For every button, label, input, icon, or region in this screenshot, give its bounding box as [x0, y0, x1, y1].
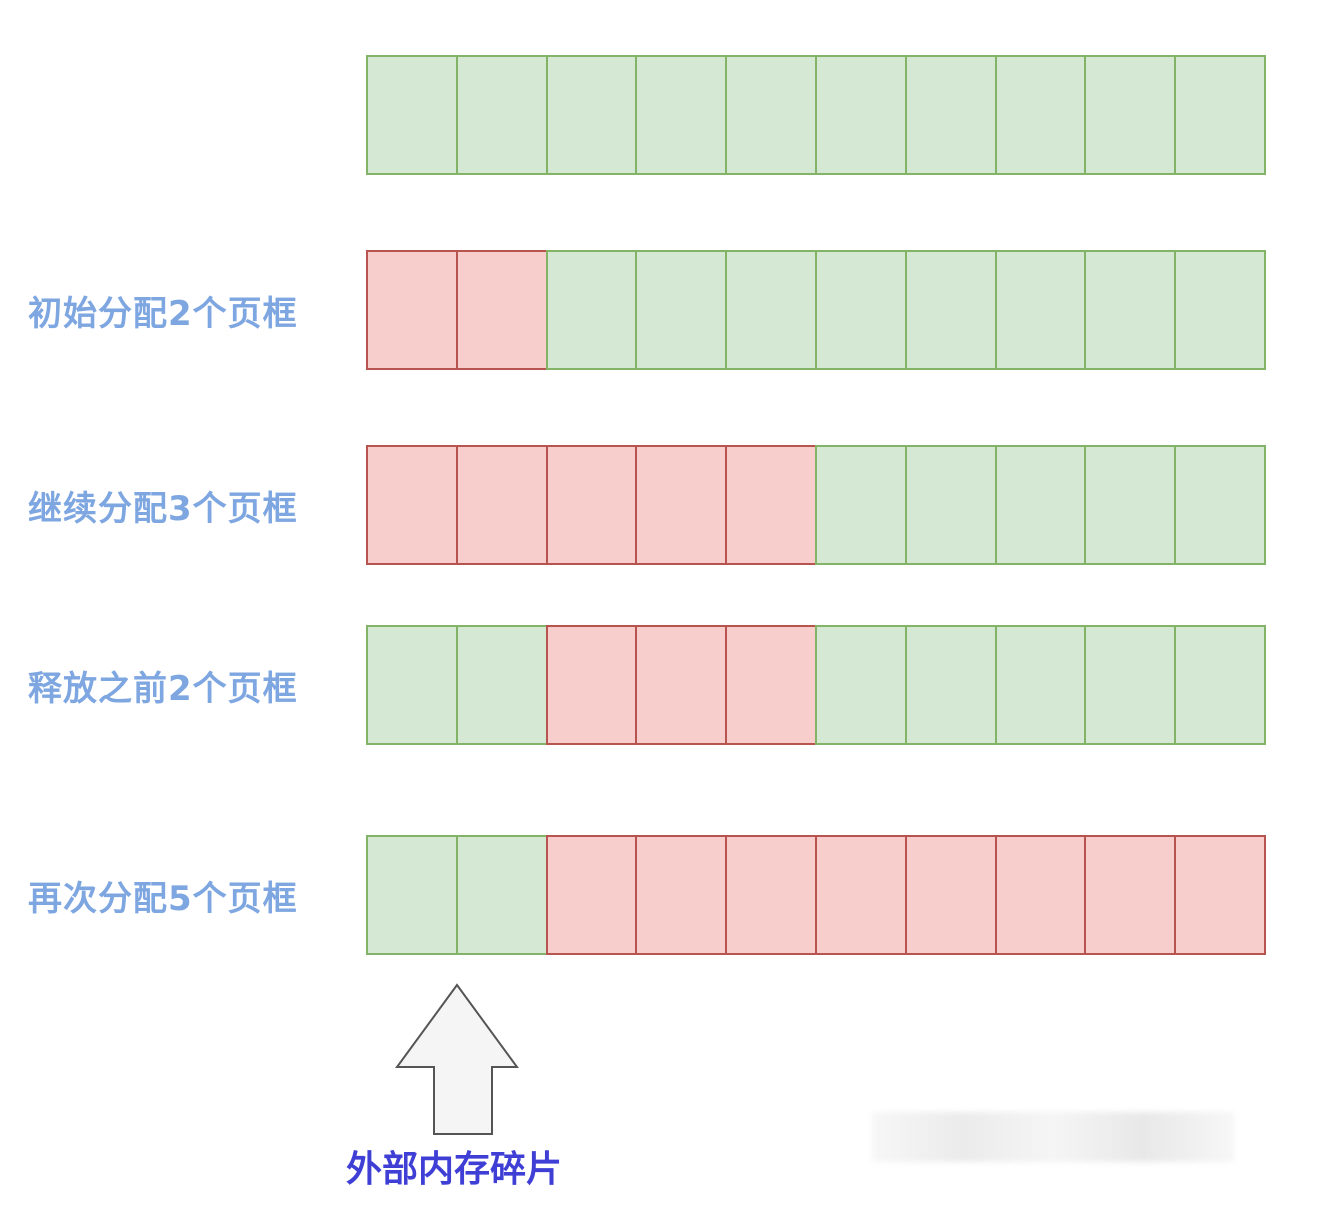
page-frame-used [1084, 835, 1177, 955]
page-frame-used [725, 625, 817, 745]
page-frame-used [545, 625, 638, 745]
page-frame-free [904, 55, 997, 175]
blurred-watermark [872, 1112, 1234, 1162]
frame-row-release-2 [366, 625, 1266, 745]
page-frame-used [725, 445, 817, 565]
page-frame-free [545, 55, 638, 175]
frame-row-allocate-3 [366, 445, 1266, 565]
frame-row-allocate-5 [366, 835, 1266, 955]
page-frame-used [366, 250, 458, 370]
frame-row-initial [366, 55, 1266, 175]
page-frame-used [725, 835, 817, 955]
page-frame-free [1174, 625, 1266, 745]
page-frame-free [1084, 625, 1177, 745]
page-frame-free [1084, 250, 1177, 370]
page-frame-free [1084, 55, 1177, 175]
page-frame-free [994, 55, 1087, 175]
page-frame-free [366, 55, 458, 175]
page-frame-free [1084, 445, 1177, 565]
page-frame-free [814, 250, 907, 370]
page-frame-free [1174, 445, 1266, 565]
page-frame-free [904, 250, 997, 370]
page-frame-free [635, 250, 728, 370]
page-frame-used [545, 835, 638, 955]
page-frame-used [635, 445, 728, 565]
page-frame-free [725, 55, 817, 175]
row-label-allocate-3: 继续分配3个页框 [28, 488, 298, 529]
page-frame-free [455, 55, 548, 175]
page-frame-used [635, 625, 728, 745]
page-frame-free [1174, 55, 1266, 175]
page-frame-free [455, 835, 548, 955]
page-frame-free [1174, 250, 1266, 370]
page-frame-used [635, 835, 728, 955]
page-frame-free [814, 55, 907, 175]
page-frame-used [455, 445, 548, 565]
page-frame-used [455, 250, 548, 370]
row-label-allocate-2: 初始分配2个页框 [28, 293, 298, 334]
page-frame-free [814, 445, 907, 565]
up-arrow-icon [395, 983, 519, 1135]
page-frame-used [814, 835, 907, 955]
page-frame-free [814, 625, 907, 745]
external-fragmentation-label: 外部内存碎片 [346, 1149, 563, 1190]
page-frame-used [1174, 835, 1266, 955]
page-frame-free [994, 250, 1087, 370]
page-frame-free [545, 250, 638, 370]
page-frame-used [366, 445, 458, 565]
frame-row-allocate-2 [366, 250, 1266, 370]
page-frame-used [904, 835, 997, 955]
row-label-release-2: 释放之前2个页框 [28, 668, 298, 709]
page-frame-free [725, 250, 817, 370]
page-frame-free [455, 625, 548, 745]
page-frame-free [366, 625, 458, 745]
row-label-allocate-5: 再次分配5个页框 [28, 878, 298, 919]
page-frame-free [904, 445, 997, 565]
page-frame-free [366, 835, 458, 955]
page-frame-free [904, 625, 997, 745]
page-frame-used [994, 835, 1087, 955]
page-frame-free [994, 445, 1087, 565]
row-label-initial [28, 55, 348, 175]
page-frame-used [545, 445, 638, 565]
page-frame-free [994, 625, 1087, 745]
page-frame-free [635, 55, 728, 175]
